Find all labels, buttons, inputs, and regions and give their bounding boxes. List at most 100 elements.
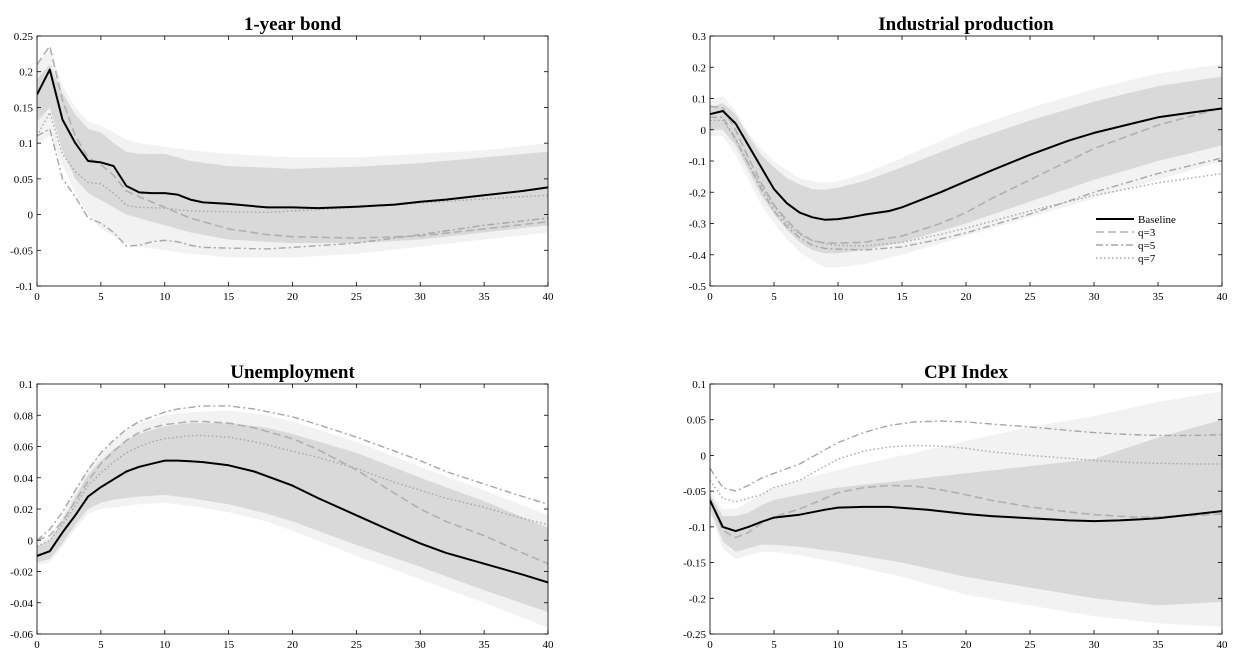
x-tick-label: 10 — [833, 639, 845, 651]
series-line-baseline — [37, 459, 548, 584]
x-tick-label: 5 — [98, 291, 104, 303]
x-tick-label: 0 — [707, 291, 713, 303]
series-line-q3 — [37, 45, 548, 239]
x-tick-label: 25 — [351, 291, 363, 303]
inner-confidence-band — [710, 76, 1222, 254]
x-tick-label: 5 — [771, 639, 777, 651]
x-tick-label: 25 — [1025, 639, 1037, 651]
inner-confidence-band — [710, 419, 1222, 606]
series-line-q5 — [710, 116, 1222, 251]
y-tick-label: -0.1 — [16, 281, 33, 293]
y-tick-label: 0.06 — [14, 442, 34, 454]
x-tick-label: 35 — [479, 639, 491, 651]
y-tick-label: 0.15 — [14, 102, 34, 114]
y-tick-label: 0.2 — [19, 67, 33, 79]
x-tick-label: 30 — [415, 291, 427, 303]
series-line-q3 — [710, 484, 1222, 539]
y-tick-label: 0.25 — [14, 31, 34, 43]
x-tick-label: 0 — [34, 291, 40, 303]
x-tick-label: 25 — [1025, 291, 1037, 303]
x-tick-label: 30 — [1089, 639, 1101, 651]
x-tick-label: 35 — [1153, 291, 1165, 303]
y-tick-label: -0.05 — [10, 245, 33, 257]
y-tick-label: -0.4 — [689, 250, 707, 262]
y-tick-label: 0.04 — [14, 473, 34, 485]
chart-panel-1: 0 5 10 15 20 25 30 35 40 -0.1 -0.05 0 0.05 0.1 0.15 0.2… — [10, 14, 554, 303]
y-tick-label: 0.05 — [14, 174, 34, 186]
x-tick-label: 40 — [1217, 639, 1229, 651]
x-tick-label: 30 — [1089, 291, 1101, 303]
y-tick-label: 0.3 — [692, 31, 706, 43]
x-tick-label: 35 — [1153, 639, 1165, 651]
x-tick-label: 30 — [415, 639, 427, 651]
y-tick-label: 0 — [28, 210, 34, 222]
x-tick-label: 10 — [833, 291, 845, 303]
y-tick-label: -0.25 — [683, 629, 706, 641]
y-tick-label: 0 — [701, 125, 707, 137]
y-tick-label: 0.1 — [692, 94, 706, 106]
y-tick-label: -0.5 — [689, 281, 707, 293]
x-tick-label: 20 — [287, 291, 299, 303]
x-tick-label: 40 — [1217, 291, 1229, 303]
x-tick-label: 15 — [897, 639, 909, 651]
series-line-q7 — [37, 434, 548, 548]
y-tick-label: -0.04 — [10, 598, 33, 610]
x-tick-label: 40 — [543, 639, 555, 651]
x-tick-label: 20 — [961, 291, 973, 303]
y-tick-label: -0.06 — [10, 629, 33, 641]
legend-label-q3: q=3 — [1138, 227, 1156, 239]
series-line-q5 — [37, 405, 548, 541]
inner-confidence-band — [37, 423, 548, 613]
legend-label-baseline: Baseline — [1138, 214, 1176, 226]
x-tick-label: 25 — [351, 639, 363, 651]
y-tick-label: 0.2 — [692, 62, 706, 74]
x-tick-label: 10 — [159, 291, 171, 303]
plot-area — [710, 64, 1222, 268]
chart-panel-4: 0 5 10 15 20 25 30 35 40 -0.25 -0.2 -0.15 -0.1 -0.05 0… — [683, 362, 1228, 651]
chart-panel-2: 0 5 10 15 20 25 30 35 40 -0.5 -0.4 -0.3 -0.2 -0.1 0 0.1… — [689, 14, 1228, 303]
y-tick-label: 0.02 — [14, 504, 33, 516]
y-tick-label: 0 — [701, 450, 707, 462]
plot-area — [710, 391, 1222, 627]
x-tick-label: 0 — [707, 639, 713, 651]
y-tick-label: -0.05 — [683, 486, 706, 498]
x-tick-label: 10 — [159, 639, 171, 651]
y-tick-label: -0.1 — [689, 522, 706, 534]
x-tick-label: 20 — [287, 639, 299, 651]
y-tick-label: 0.1 — [19, 138, 33, 150]
series-line-q3 — [710, 105, 1222, 244]
y-tick-label: -0.02 — [10, 567, 33, 579]
y-tick-label: 0.08 — [14, 410, 34, 422]
y-tick-label: 0.05 — [687, 415, 707, 427]
chart-title: Industrial production — [878, 14, 1054, 35]
series-line-q5 — [37, 128, 548, 250]
y-tick-label: -0.3 — [689, 219, 707, 231]
chart-title: Unemployment — [230, 362, 355, 383]
y-tick-label: 0 — [28, 535, 34, 547]
legend-label-q5: q=5 — [1138, 240, 1156, 252]
y-tick-label: -0.1 — [689, 156, 706, 168]
chart-panel-3: 0 5 10 15 20 25 30 35 40 -0.06 -0.04 -0.02 0 0.02 0.04… — [10, 362, 554, 651]
x-tick-label: 35 — [479, 291, 491, 303]
chart-title: CPI Index — [924, 362, 1008, 383]
x-tick-label: 5 — [771, 291, 777, 303]
y-tick-label: 0.1 — [692, 379, 706, 391]
series-line-baseline — [37, 68, 548, 210]
y-tick-label: -0.2 — [689, 187, 706, 199]
x-tick-label: 15 — [223, 291, 235, 303]
series-line-baseline — [710, 107, 1222, 221]
plot-area — [37, 405, 548, 628]
chart-title: 1-year bond — [244, 14, 342, 35]
x-tick-label: 15 — [897, 291, 909, 303]
y-tick-label: -0.2 — [689, 593, 706, 605]
x-tick-label: 15 — [223, 639, 235, 651]
inner-confidence-band — [37, 64, 548, 244]
x-tick-label: 20 — [961, 639, 973, 651]
y-tick-label: -0.15 — [683, 558, 706, 570]
y-tick-label: 0.1 — [19, 379, 33, 391]
plot-area — [37, 45, 548, 258]
legend-label-q7: q=7 — [1138, 253, 1156, 265]
x-tick-label: 5 — [98, 639, 104, 651]
